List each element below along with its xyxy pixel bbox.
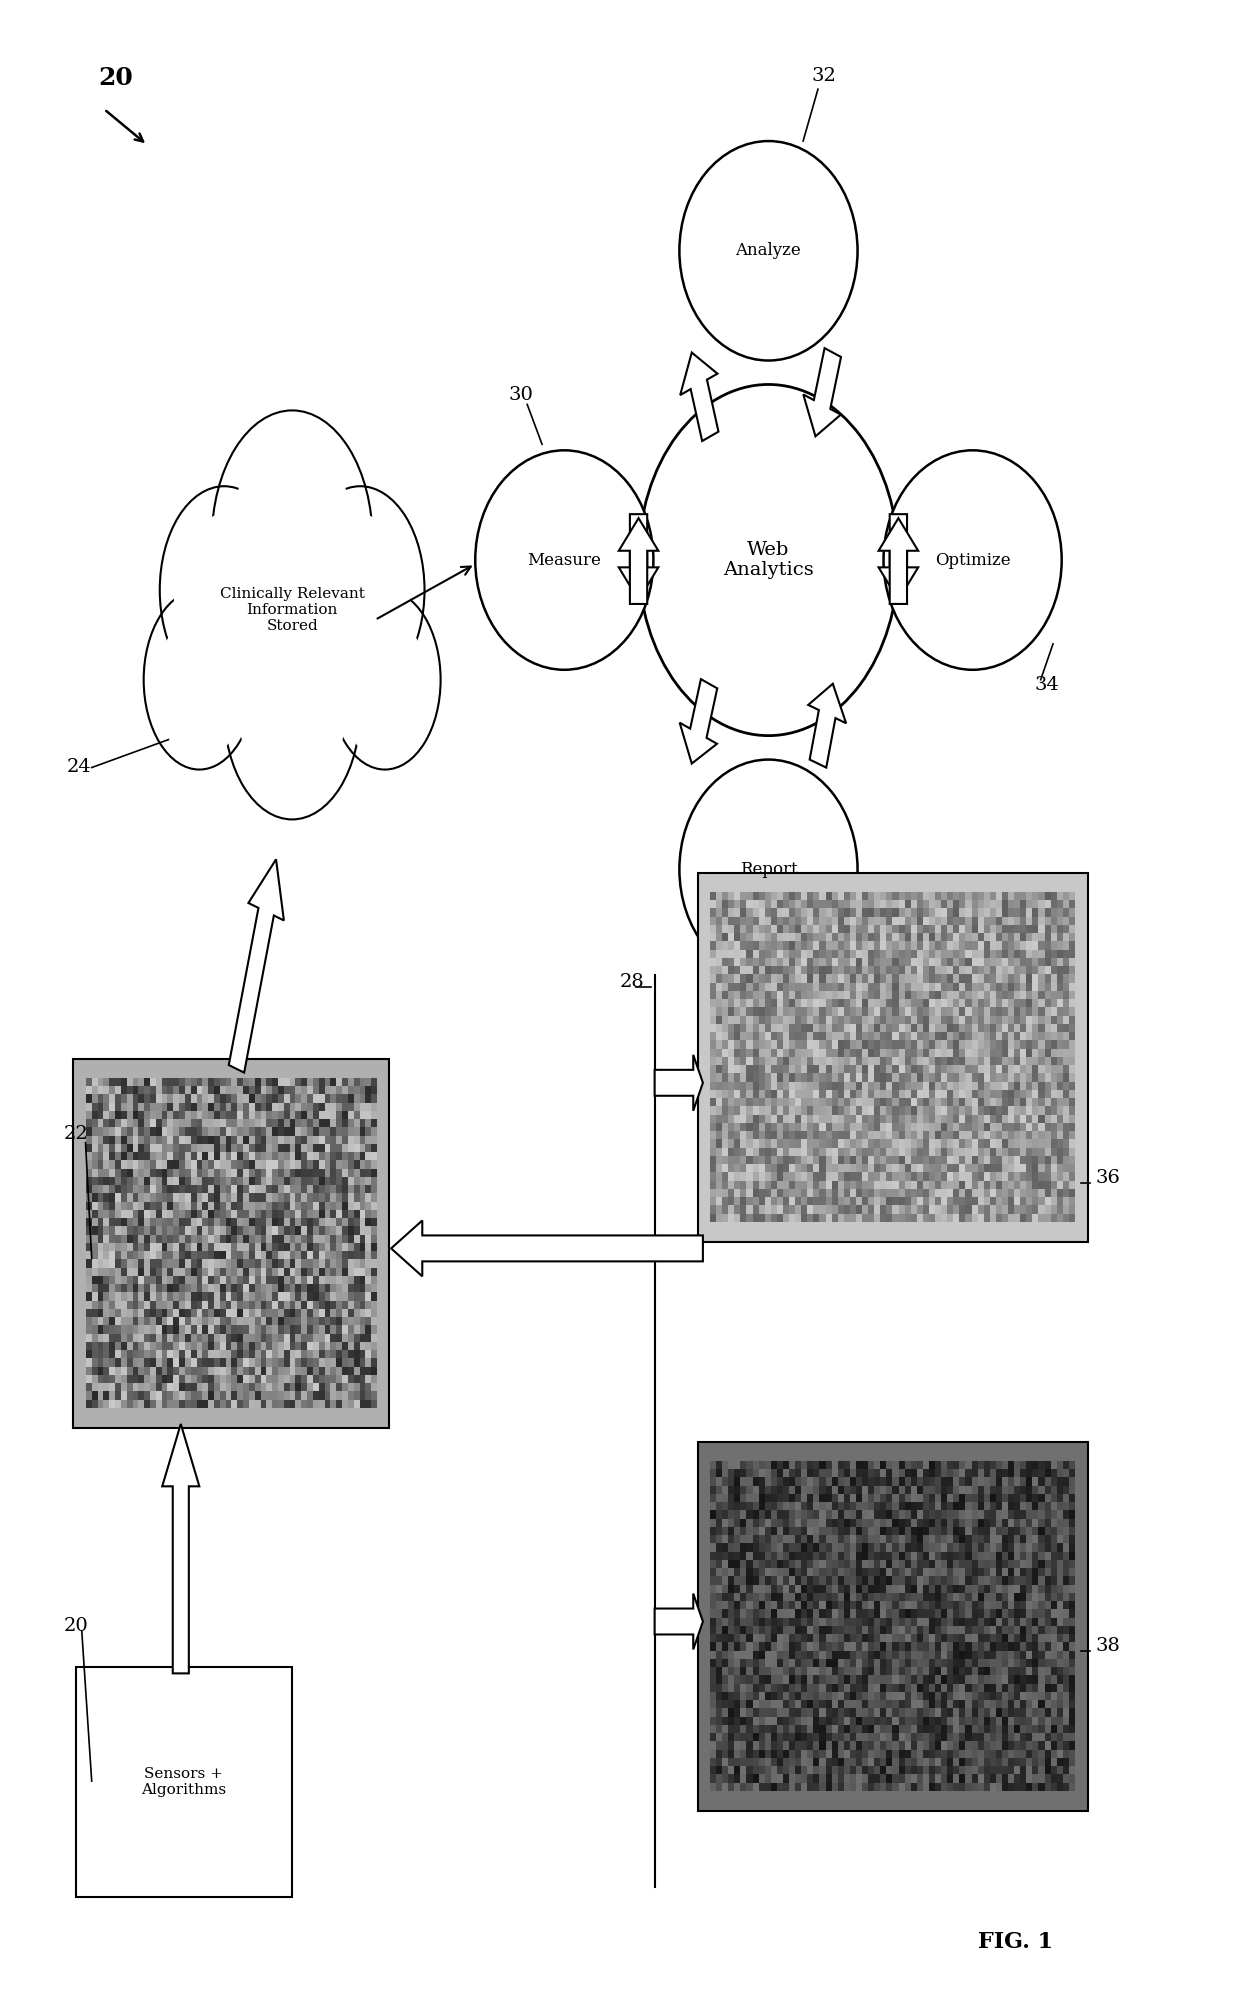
Text: Sensors +
Algorithms: Sensors + Algorithms bbox=[141, 1766, 227, 1798]
Ellipse shape bbox=[475, 450, 653, 669]
Polygon shape bbox=[655, 1055, 703, 1111]
Ellipse shape bbox=[639, 384, 898, 735]
Circle shape bbox=[238, 615, 346, 791]
Text: 24: 24 bbox=[67, 757, 92, 775]
Polygon shape bbox=[619, 517, 658, 603]
Circle shape bbox=[160, 486, 289, 693]
FancyBboxPatch shape bbox=[76, 1668, 293, 1896]
Circle shape bbox=[212, 410, 372, 669]
Text: 20: 20 bbox=[63, 1618, 88, 1636]
Text: 22: 22 bbox=[63, 1125, 88, 1143]
Text: Report: Report bbox=[739, 861, 797, 877]
Polygon shape bbox=[162, 1425, 200, 1674]
Polygon shape bbox=[681, 352, 718, 442]
Circle shape bbox=[228, 444, 356, 651]
Text: 36: 36 bbox=[1095, 1169, 1120, 1187]
Circle shape bbox=[159, 611, 248, 755]
Circle shape bbox=[175, 513, 279, 681]
Text: 30: 30 bbox=[508, 386, 533, 404]
Text: 38: 38 bbox=[1095, 1638, 1120, 1656]
Polygon shape bbox=[228, 859, 284, 1073]
Circle shape bbox=[296, 486, 424, 693]
FancyBboxPatch shape bbox=[698, 873, 1087, 1243]
Polygon shape bbox=[804, 348, 841, 436]
Ellipse shape bbox=[680, 142, 858, 360]
Text: 32: 32 bbox=[812, 68, 837, 86]
Circle shape bbox=[144, 589, 255, 769]
FancyBboxPatch shape bbox=[73, 1059, 388, 1429]
Text: 20: 20 bbox=[98, 66, 133, 90]
Circle shape bbox=[306, 513, 409, 681]
Text: Clinically Relevant
Information
Stored: Clinically Relevant Information Stored bbox=[219, 587, 365, 633]
Text: FIG. 1: FIG. 1 bbox=[978, 1930, 1054, 1952]
Polygon shape bbox=[680, 679, 717, 763]
Text: Web
Analytics: Web Analytics bbox=[723, 541, 813, 579]
Polygon shape bbox=[619, 513, 658, 599]
Circle shape bbox=[330, 589, 440, 769]
Circle shape bbox=[337, 611, 425, 755]
Polygon shape bbox=[655, 1594, 703, 1650]
Polygon shape bbox=[808, 683, 846, 767]
Polygon shape bbox=[879, 513, 918, 599]
Ellipse shape bbox=[884, 450, 1061, 669]
Text: 34: 34 bbox=[1034, 675, 1059, 693]
Polygon shape bbox=[879, 517, 918, 603]
Circle shape bbox=[224, 599, 360, 819]
Text: 28: 28 bbox=[620, 973, 645, 991]
Text: Measure: Measure bbox=[527, 551, 601, 569]
Text: Analyze: Analyze bbox=[735, 242, 801, 260]
Text: Optimize: Optimize bbox=[935, 551, 1011, 569]
Polygon shape bbox=[391, 1221, 703, 1277]
Ellipse shape bbox=[680, 759, 858, 979]
FancyBboxPatch shape bbox=[698, 1443, 1087, 1810]
